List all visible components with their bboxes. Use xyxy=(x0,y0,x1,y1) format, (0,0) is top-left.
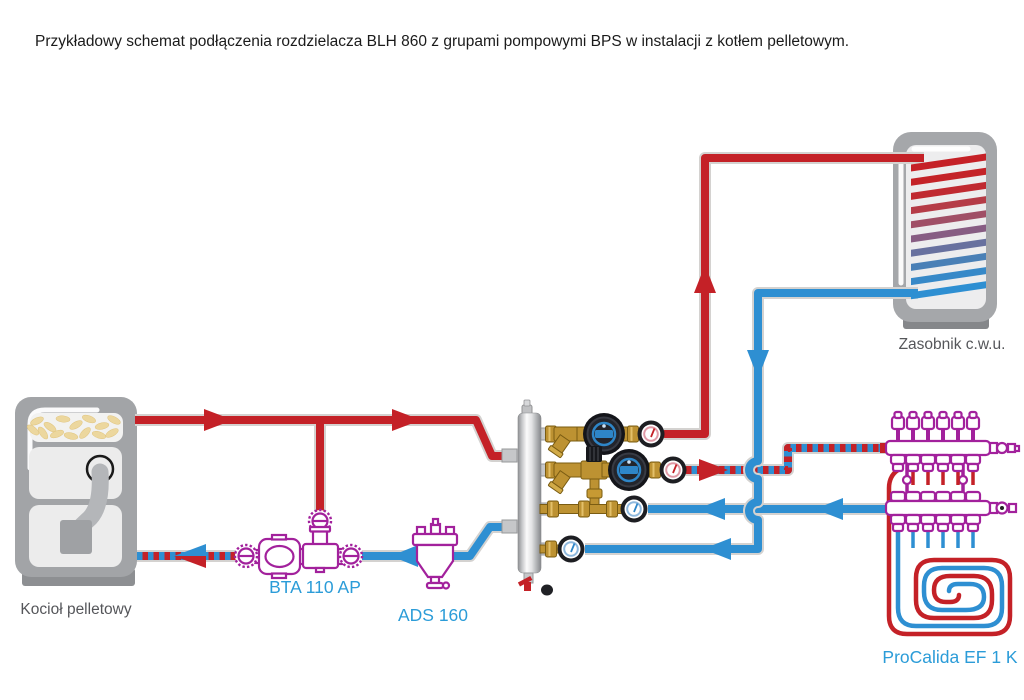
thermometer-icon xyxy=(636,419,666,449)
port-nut xyxy=(949,453,967,473)
pump-group-3 xyxy=(539,494,649,524)
distributor-cylinder xyxy=(517,412,542,574)
flow-arrow-mixed-bottom xyxy=(174,556,206,568)
filter-body xyxy=(415,543,455,579)
thermometer-icon xyxy=(658,455,688,485)
flow-arrow xyxy=(204,409,233,431)
valve-body xyxy=(301,542,340,570)
tank-label: Zasobnik c.w.u. xyxy=(898,336,1006,353)
port-nut xyxy=(904,453,922,473)
flow-meter-stem xyxy=(950,410,966,443)
bta-valve-label: BTA 110 AP xyxy=(269,577,361,597)
brass-nut xyxy=(605,500,619,518)
brass-nut xyxy=(648,461,662,479)
boiler-label: Kocioł pelletowy xyxy=(20,601,132,618)
brass-nut xyxy=(577,500,591,518)
union-icon xyxy=(338,543,364,569)
manifold-return-bar xyxy=(884,499,992,517)
flow-meter-stem xyxy=(965,410,981,443)
union-icon xyxy=(233,543,259,569)
floor-manifold-label: ProCalida EF 1 K xyxy=(882,647,1018,667)
drain-ball xyxy=(541,584,553,596)
brass-nut xyxy=(546,500,560,518)
port-nut xyxy=(889,453,907,473)
loop-drops-hot xyxy=(911,472,975,485)
flow-meter-stem xyxy=(890,410,906,443)
flow-arrow xyxy=(747,350,769,378)
pump-icon xyxy=(600,447,658,493)
port-nut xyxy=(949,513,967,533)
floor-supply-mixed-pipe xyxy=(686,442,888,476)
bta-valve-icon xyxy=(233,508,364,580)
flow-arrow xyxy=(391,545,418,567)
port-nut xyxy=(919,513,937,533)
ads-filter-label: ADS 160 xyxy=(397,605,469,625)
flow-arrow xyxy=(694,265,716,293)
flow-arrow xyxy=(699,459,728,481)
thermometer-icon xyxy=(556,534,586,564)
pump-icon xyxy=(575,411,633,457)
drain-valve xyxy=(517,575,533,591)
pump-group-4 xyxy=(539,534,586,564)
flow-arrow xyxy=(815,498,843,520)
dhw-return-pipe xyxy=(585,287,918,555)
port-nut xyxy=(919,453,937,473)
burner-box xyxy=(60,520,92,554)
floor-heating-spiral-icon xyxy=(886,467,1013,637)
port-nut xyxy=(904,513,922,533)
port-nut xyxy=(964,513,982,533)
flow-arrow xyxy=(392,409,421,431)
flow-meter-stem xyxy=(905,410,921,443)
flow-meter-stem xyxy=(920,410,936,443)
boiler-supply-pipe xyxy=(135,414,512,512)
dhw-supply-pipe xyxy=(664,152,924,440)
manifold-supply-bar xyxy=(884,439,992,457)
flow-meter-stem xyxy=(935,410,951,443)
brass-nut xyxy=(544,540,558,558)
diagram-title: Przykładowy schemat podłączenia rozdziel… xyxy=(35,33,850,50)
port-nut xyxy=(934,513,952,533)
pump-group-1 xyxy=(544,411,666,459)
pellets xyxy=(27,414,121,440)
port-nut xyxy=(889,513,907,533)
port-nut xyxy=(934,453,952,473)
pellet-boiler-icon xyxy=(15,397,137,586)
mixing-valve-knob xyxy=(586,446,602,462)
flow-arrow-mixed-top xyxy=(174,544,206,556)
floor-manifold-icon xyxy=(880,410,1021,548)
flow-arrow xyxy=(697,498,725,520)
flow-arrow xyxy=(703,538,731,560)
brass-nut xyxy=(626,425,640,443)
loop-drops-cold xyxy=(911,531,975,548)
tank-coil xyxy=(911,153,986,300)
thermometer-icon xyxy=(619,494,649,524)
flow-arrows xyxy=(174,265,843,568)
port-nut xyxy=(964,453,982,473)
ads-filter-icon xyxy=(411,517,459,590)
